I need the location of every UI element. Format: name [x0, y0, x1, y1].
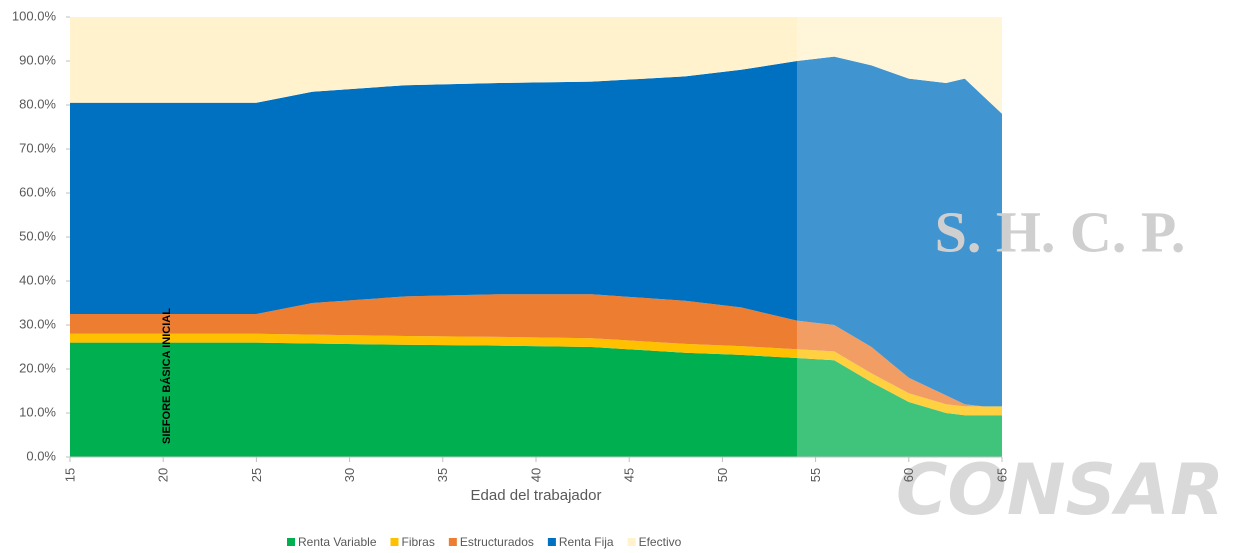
y-tick-label: 20.0% — [19, 360, 56, 375]
x-axis-label: Edad del trabajador — [471, 487, 602, 504]
watermark: CONSAR — [896, 449, 1224, 531]
x-tick-label: 25 — [249, 468, 264, 482]
y-tick-label: 60.0% — [19, 184, 56, 199]
x-tick-label: 65 — [994, 468, 1009, 482]
x-tick-label: 55 — [808, 468, 823, 482]
legend-swatch — [287, 538, 295, 546]
legend-label: Fibras — [402, 535, 435, 549]
x-tick-label: 60 — [901, 468, 916, 482]
y-tick-label: 90.0% — [19, 52, 56, 67]
plot-area — [70, 17, 1002, 457]
x-tick-label: 40 — [528, 468, 543, 482]
y-tick-label: 30.0% — [19, 316, 56, 331]
y-tick-label: 10.0% — [19, 404, 56, 419]
legend: Renta Variable Fibras Estructurados Renta F… — [287, 535, 682, 549]
x-tick-label: 20 — [156, 468, 171, 482]
x-tick-label: 30 — [342, 468, 357, 482]
y-tick-label: 50.0% — [19, 228, 56, 243]
x-tick-label: 35 — [435, 468, 450, 482]
annotation: SIEFORE BÁSICA INICIAL — [160, 308, 173, 444]
legend-label: Efectivo — [639, 535, 682, 549]
watermark: S. H. C. P. — [935, 199, 1186, 264]
legend-swatch — [391, 538, 399, 546]
y-tick-label: 0.0% — [26, 448, 56, 463]
x-tick-label: 45 — [622, 468, 637, 482]
legend-swatch — [449, 538, 457, 546]
legend-label: Estructurados — [460, 535, 534, 549]
x-tick-label: 15 — [62, 468, 77, 482]
legend-label: Renta Variable — [298, 535, 377, 549]
y-tick-label: 100.0% — [12, 8, 57, 23]
legend-swatch — [548, 538, 556, 546]
x-tick-label: 50 — [715, 468, 730, 482]
y-tick-label: 80.0% — [19, 96, 56, 111]
legend-label: Renta Fija — [559, 535, 614, 549]
chart: S. H. C. P. CONSAR Edad del trabajador S… — [0, 0, 1234, 553]
legend-swatch — [628, 538, 636, 546]
y-tick-label: 70.0% — [19, 140, 56, 155]
y-tick-label: 40.0% — [19, 272, 56, 287]
